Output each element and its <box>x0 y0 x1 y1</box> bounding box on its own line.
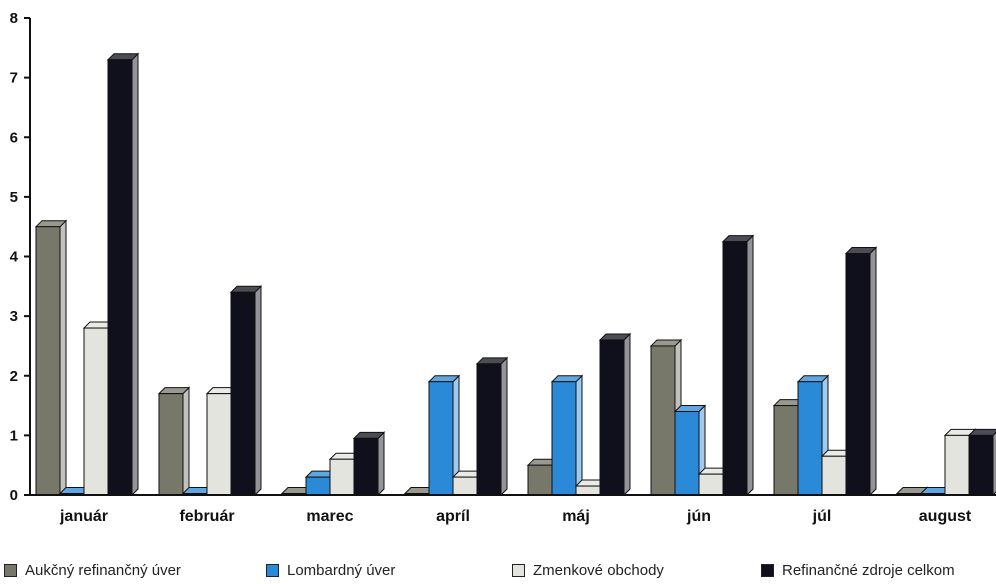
y-tick-label: 7 <box>10 70 18 87</box>
legend: Aukčný refinančný úver Lombardný úver Zm… <box>0 562 996 584</box>
legend-item-celkom: Refinančné zdroje celkom <box>761 562 955 579</box>
x-category-label: august <box>919 508 972 525</box>
bar <box>157 386 191 497</box>
legend-item-zmenkove: Zmenkové obchody <box>512 562 664 579</box>
legend-label: Refinančné zdroje celkom <box>782 562 955 579</box>
legend-label: Aukčný refinančný úver <box>25 562 181 579</box>
bar <box>772 398 806 497</box>
y-tick-label: 1 <box>10 427 18 444</box>
bar <box>550 374 584 497</box>
y-tick-label: 4 <box>10 249 19 266</box>
y-tick-label: 3 <box>10 308 18 325</box>
bar <box>796 374 830 497</box>
bar <box>967 428 996 497</box>
x-category-label: apríl <box>436 508 470 525</box>
bar <box>427 374 461 497</box>
bar <box>352 431 386 497</box>
bar <box>106 52 140 497</box>
y-tick-label: 6 <box>10 129 18 146</box>
x-category-label: jún <box>686 508 711 525</box>
x-category-label: marec <box>306 508 353 525</box>
bar <box>598 332 632 497</box>
legend-label: Zmenkové obchody <box>533 562 664 579</box>
legend-swatch-zmenkove <box>512 564 525 577</box>
legend-swatch-lombardny <box>266 564 279 577</box>
legend-swatch-celkom <box>761 564 774 577</box>
bar <box>844 246 878 497</box>
legend-item-aukcny: Aukčný refinančný úver <box>4 562 181 579</box>
x-category-label: júl <box>812 508 832 525</box>
bars <box>34 52 996 497</box>
bar <box>229 285 263 497</box>
x-category-label: máj <box>562 508 590 525</box>
bar <box>34 219 68 497</box>
bar <box>721 234 755 497</box>
legend-label: Lombardný úver <box>287 562 396 579</box>
bar <box>475 356 509 497</box>
y-tick-label: 2 <box>10 368 18 385</box>
x-axis: január február marec apríl máj jún júl august <box>30 494 996 525</box>
x-category-label: január <box>59 508 108 525</box>
bar <box>673 404 707 497</box>
x-category-label: február <box>179 508 234 525</box>
legend-swatch-aukcny <box>4 564 17 577</box>
y-tick-label: 8 <box>10 10 18 27</box>
y-tick-label: 5 <box>10 189 18 206</box>
legend-item-lombardny: Lombardný úver <box>266 562 395 579</box>
y-tick-label: 0 <box>10 487 18 504</box>
y-axis: 0 1 2 3 4 5 6 7 8 <box>10 10 31 504</box>
